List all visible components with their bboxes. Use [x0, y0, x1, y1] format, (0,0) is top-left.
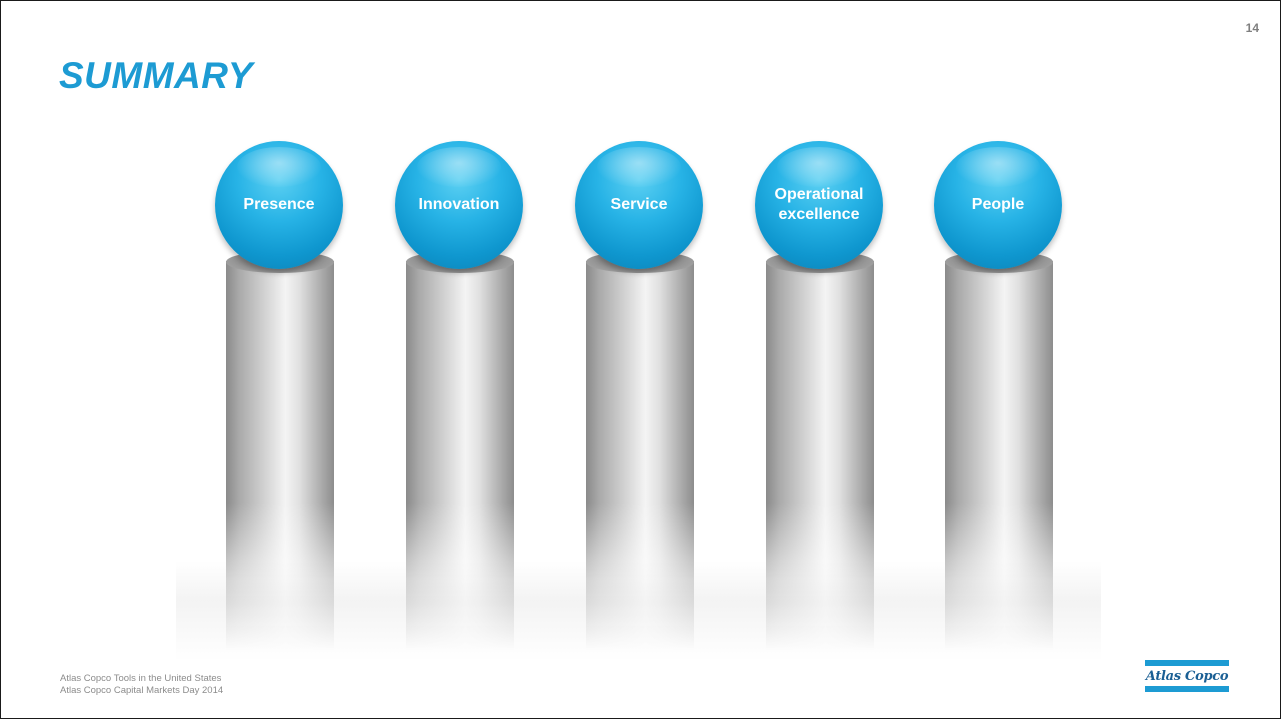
- pillar-presence: Presence: [208, 141, 348, 651]
- pillar-column: [766, 261, 874, 651]
- logo-bar-bottom: [1145, 686, 1229, 692]
- pillar-operational-excellence: Operational excellence: [748, 141, 888, 651]
- pillar-label-people: People: [971, 196, 1025, 213]
- pillar-people: People: [927, 141, 1067, 651]
- pillar-innovation: Innovation: [388, 141, 528, 651]
- slide-title: SUMMARY: [59, 55, 253, 96]
- pillar-service: Service: [568, 141, 708, 651]
- logo-wordmark: Atlas Copco: [1145, 669, 1229, 684]
- pillar-label-presence: Presence: [243, 196, 315, 213]
- logo-bar-top: [1145, 660, 1229, 666]
- sphere-presence: Presence: [215, 141, 343, 269]
- pillar-column: [226, 261, 334, 651]
- atlas-copco-logo: Atlas Copco: [1145, 660, 1229, 692]
- pillar-column: [406, 261, 514, 651]
- pillar-label-service: Service: [610, 196, 668, 213]
- sphere-operational-excellence: Operational excellence: [755, 141, 883, 269]
- footer: Atlas Copco Tools in the United States A…: [60, 673, 223, 697]
- footer-line-2: Atlas Copco Capital Markets Day 2014: [60, 685, 224, 696]
- footer-line-1: Atlas Copco Tools in the United States: [60, 673, 222, 684]
- sphere-people: People: [934, 141, 1062, 269]
- sphere-service: Service: [575, 141, 703, 269]
- page-number: 14: [1245, 21, 1259, 35]
- pillar-label-operational-excellence: Operational excellence: [774, 186, 864, 223]
- pillar-column: [586, 261, 694, 651]
- pillar-column: [945, 261, 1053, 651]
- pillar-label-innovation: Innovation: [418, 196, 500, 213]
- sphere-innovation: Innovation: [395, 141, 523, 269]
